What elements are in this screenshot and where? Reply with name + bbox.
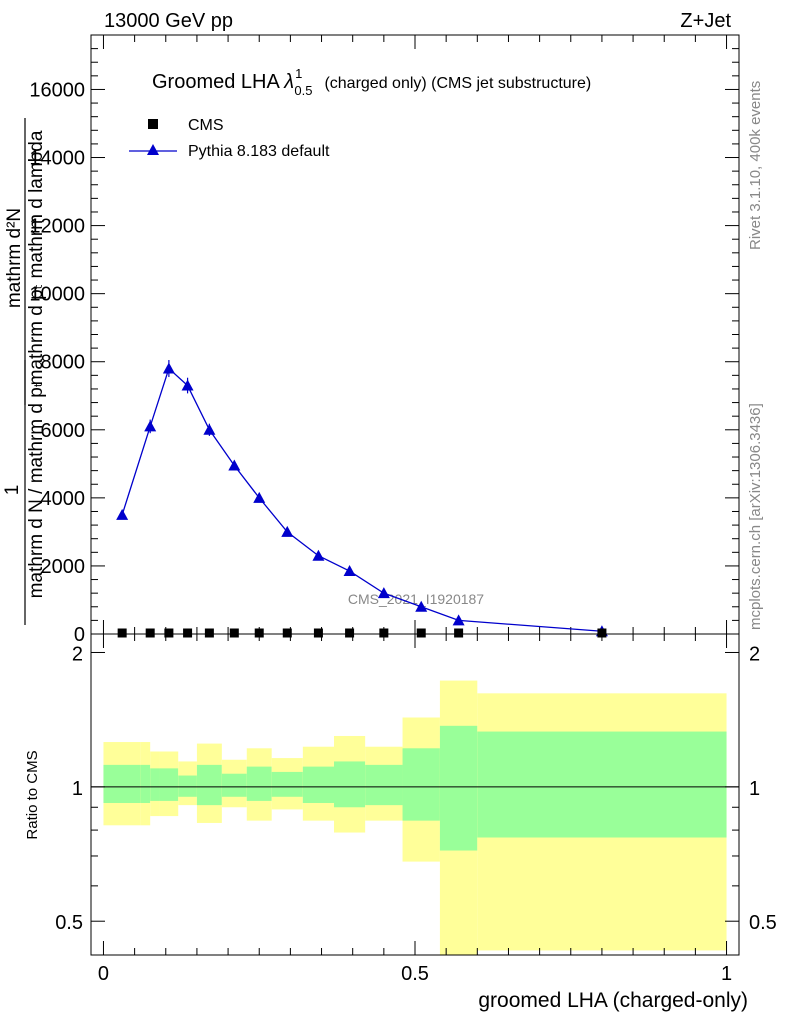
main-y-axis: 0 2000 4000 6000 8000 10000 12000 14000 16000: [29, 34, 739, 646]
main-ylabel: mathrm d²N mathrm d pₜ mathrm d lambda 1…: [2, 118, 47, 625]
mc-point: [253, 491, 266, 503]
plot-title: Groomed LHA λ1 0.5 (charged only) (CMS jet…: [152, 66, 591, 98]
ratio-band-inner: [302, 766, 334, 804]
header-left: 13000 GeV pp: [104, 10, 233, 32]
ratio-band-inner: [159, 768, 179, 801]
ratio-y-tick-label-right: 0.5: [749, 912, 777, 934]
main-y-tick-label: 4000: [41, 488, 86, 510]
header-right: Z+Jet: [680, 10, 731, 32]
mc-point: [116, 508, 129, 520]
main-y-tick-label: 2000: [41, 556, 86, 578]
plot-title-suffix: (charged only) (CMS jet substructure): [324, 75, 591, 92]
ratio-band-inner: [477, 731, 727, 838]
mc-point: [162, 362, 175, 374]
x-axis-label: groomed LHA (charged-only): [478, 989, 748, 1012]
data-point: [345, 628, 355, 638]
ratio-band-inner: [196, 764, 222, 806]
main-y-tick-label: 14000: [29, 148, 85, 170]
ratio-y-tick-label-right: 1: [749, 778, 760, 800]
data-point: [254, 628, 264, 638]
data-point: [313, 628, 323, 638]
data-point: [183, 628, 193, 638]
mc-point: [203, 423, 216, 435]
ratio-plot-panel: 0.5 0.51 12 2 0 0.5 1: [55, 633, 777, 985]
main-y-tick-label: 8000: [41, 352, 86, 374]
ratio-band-inner: [402, 748, 440, 821]
main-plot-panel: 0 2000 4000 6000 8000 10000 12000 14000 16000 CM…: [29, 34, 740, 646]
main-y-tick-label: 10000: [29, 284, 85, 306]
legend-marker-mc: [147, 144, 159, 155]
rivet-side-text: Rivet 3.1.10, 400k events: [747, 81, 764, 250]
ratio-bands: [103, 680, 727, 955]
ratio-y-tick-label-left: 2: [72, 643, 83, 665]
main-x-axis: [102, 35, 728, 634]
data-point: [229, 628, 239, 638]
ylabel-line-1: mathrm d²N: [4, 208, 25, 308]
main-y-tick-label: 12000: [29, 216, 85, 238]
legend-label-cms: CMS: [188, 117, 224, 134]
ratio-band-inner: [334, 761, 366, 808]
main-y-tick-label: 16000: [29, 79, 85, 101]
data-series: [117, 628, 607, 638]
mc-point: [452, 614, 465, 626]
ratio-ylabel: Ratio to CMS: [24, 750, 41, 839]
ylabel-line-2: mathrm d pₜ mathrm d lambda: [26, 130, 47, 385]
ratio-band-inner: [140, 764, 151, 804]
legend-label-mc: Pythia 8.183 default: [188, 143, 330, 160]
data-point: [597, 628, 607, 638]
ratio-x-tick-label: 0.5: [401, 963, 429, 985]
ratio-y-tick-label-left: 1: [72, 778, 83, 800]
mc-point: [312, 549, 325, 561]
ratio-band-inner: [178, 775, 197, 797]
legend: CMS Pythia 8.183 default: [129, 117, 330, 160]
ratio-x-tick-label: 1: [721, 963, 732, 985]
mc-point: [228, 459, 241, 471]
ratio-band-inner: [439, 725, 478, 851]
mc-point: [377, 587, 390, 599]
data-point: [282, 628, 292, 638]
legend-marker-cms: [148, 119, 158, 129]
ratio-x-tick-label: 0: [98, 963, 109, 985]
ylabel-line-4: mathrm d N / mathrm d pₜ: [26, 382, 47, 599]
plot-title-lambda: λ: [283, 71, 294, 93]
ratio-y-tick-label-left: 0.5: [55, 912, 83, 934]
plot-title-sub: 0.5: [294, 83, 312, 98]
data-point: [204, 628, 214, 638]
data-point: [454, 628, 464, 638]
ratio-band-inner: [221, 773, 247, 797]
mc-point: [343, 565, 356, 577]
plot-title-sup: 1: [295, 66, 302, 81]
data-point: [416, 628, 426, 638]
mcplots-side-text: mcplots.cern.ch [arXiv:1306.3436]: [747, 403, 764, 630]
data-point: [379, 628, 389, 638]
ratio-band-inner: [365, 764, 403, 806]
ratio-y-axis: 0.5 0.5 1 1 2 2: [55, 643, 777, 934]
mc-point: [144, 420, 157, 432]
mc-point: [415, 600, 428, 612]
data-point: [145, 628, 155, 638]
ratio-x-axis: 0 0.5 1: [98, 634, 732, 985]
data-point: [164, 628, 174, 638]
main-y-tick-label: 6000: [41, 420, 86, 442]
ylabel-line-3: 1: [2, 485, 23, 496]
ratio-y-tick-label-right: 2: [749, 643, 760, 665]
ratio-band-inner: [150, 768, 160, 801]
main-y-tick-label: 0: [74, 624, 85, 646]
mc-point: [281, 525, 294, 537]
ratio-band-inner: [271, 771, 303, 797]
mc-point: [181, 379, 194, 391]
ratio-band-inner: [103, 764, 141, 804]
data-point: [117, 628, 127, 638]
plot-title-prefix: Groomed LHA: [152, 71, 284, 93]
ratio-band-inner: [246, 766, 272, 801]
